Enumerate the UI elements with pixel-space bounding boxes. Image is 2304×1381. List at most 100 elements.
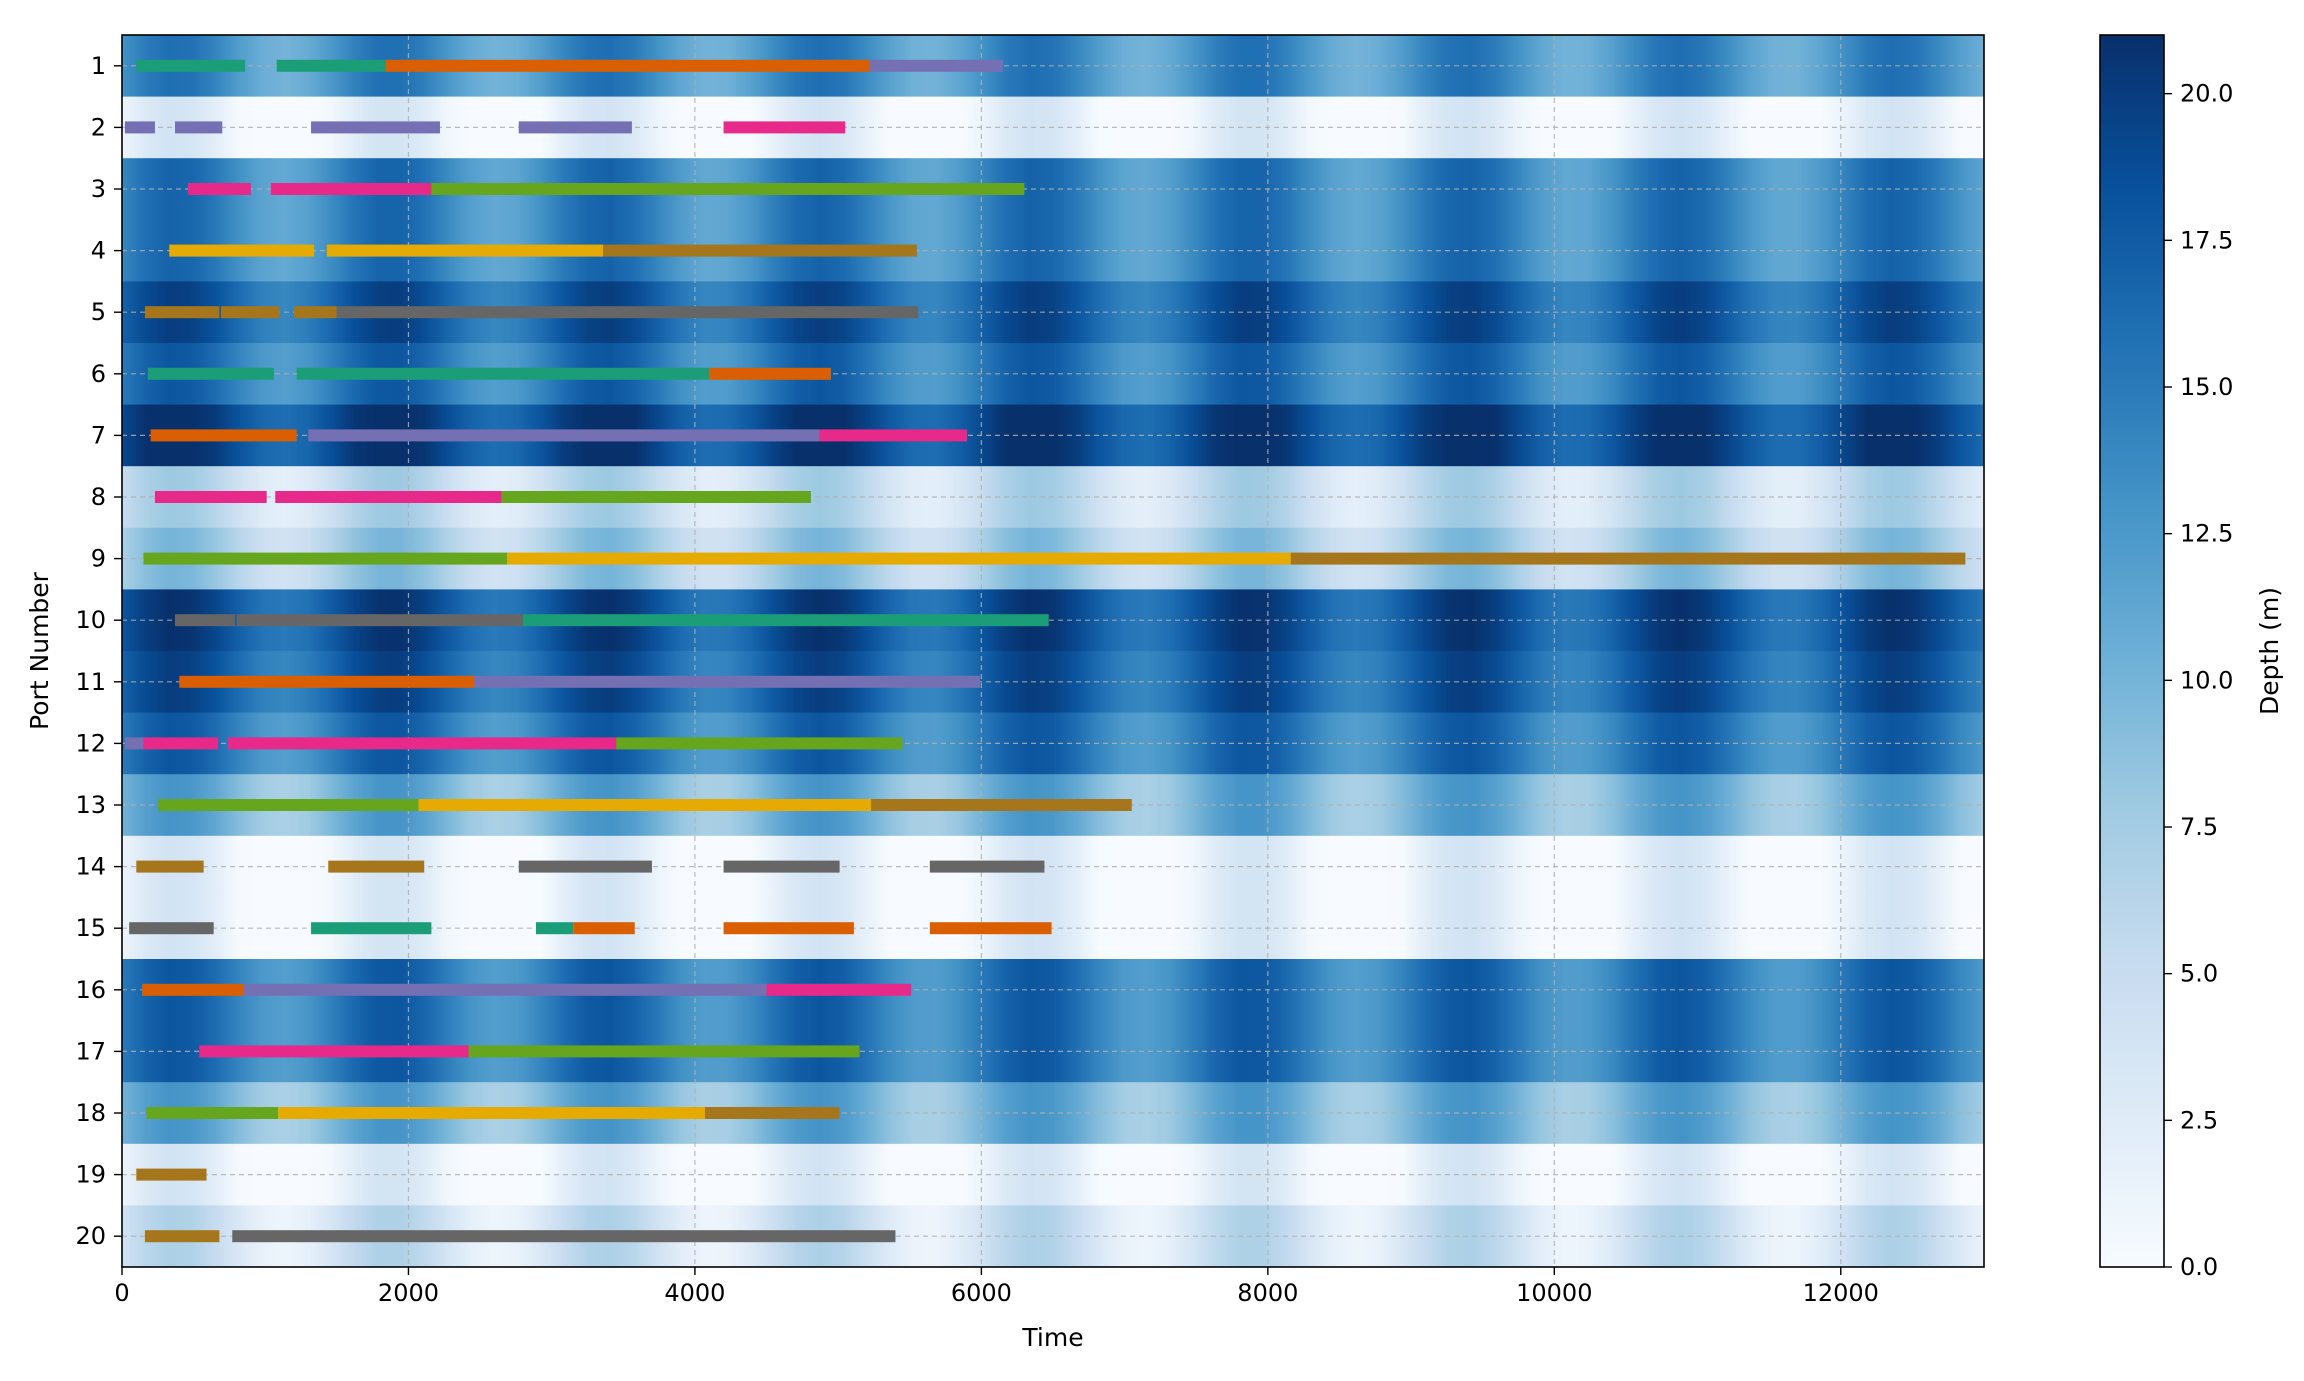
y-tick-label: 14 [75, 853, 106, 881]
x-tick-label: 4000 [664, 1279, 725, 1307]
task-bar [929, 860, 1045, 873]
colorbar-tick-label: 5.0 [2180, 960, 2218, 988]
colorbar: 0.0 2.5 5.0 7.5 10.0 12.5 15.0 17.5 20.0 Depth (… [2099, 34, 2284, 1281]
task-bar [518, 121, 632, 134]
task-bar [468, 1045, 860, 1058]
task-bar [144, 306, 220, 319]
depth-heatmap [122, 35, 1984, 1268]
task-bar [275, 491, 502, 503]
task-bar [236, 614, 524, 627]
colorbar-tick-label: 12.5 [2180, 520, 2233, 548]
task-bar [243, 983, 767, 996]
task-bar [723, 922, 854, 935]
y-tick-label: 13 [75, 791, 106, 819]
colorbar-tick-label: 20.0 [2180, 80, 2233, 108]
colorbar-ticks: 0.0 2.5 5.0 7.5 10.0 12.5 15.0 17.5 20.0 [2164, 80, 2233, 1281]
y-tick-label: 5 [91, 298, 106, 326]
task-bar [474, 675, 980, 688]
task-bar [154, 491, 267, 503]
colorbar-tick-label: 7.5 [2180, 813, 2218, 841]
task-bar [766, 983, 912, 996]
task-bar [147, 367, 274, 380]
task-bar [143, 737, 218, 750]
y-tick-label: 8 [91, 483, 106, 511]
x-tick-label: 12000 [1803, 1279, 1879, 1307]
task-bar [187, 183, 251, 195]
y-tick-label: 15 [75, 914, 106, 942]
x-axis-label: Time [1021, 1323, 1083, 1352]
y-tick-label: 3 [91, 175, 106, 203]
y-tick-label: 10 [75, 606, 106, 634]
task-bar [227, 737, 617, 750]
colorbar-tick-label: 0.0 [2180, 1253, 2218, 1281]
colorbar-gradient [2099, 34, 2165, 1268]
task-bar [136, 1168, 207, 1181]
task-bar [431, 183, 1025, 195]
y-tick-label: 18 [75, 1099, 106, 1127]
colorbar-tick-label: 17.5 [2180, 226, 2233, 254]
task-bar [1290, 552, 1966, 565]
task-bar [157, 799, 419, 811]
y-tick-label: 16 [75, 976, 106, 1004]
colorbar-label: Depth (m) [2255, 587, 2284, 715]
y-tick-label: 11 [75, 668, 106, 696]
task-bar [311, 121, 440, 134]
task-bar [501, 491, 811, 503]
y-tick-label: 9 [91, 545, 106, 573]
colorbar-tick-label: 2.5 [2180, 1106, 2218, 1134]
y-tick-label: 6 [91, 360, 106, 388]
task-bar [328, 860, 425, 873]
task-bar [929, 922, 1052, 935]
task-bar [124, 737, 144, 750]
task-bar [124, 121, 155, 134]
task-bar [869, 59, 1003, 72]
task-bar [136, 860, 204, 873]
plot-frame [121, 34, 1985, 1268]
y-tick-label: 1 [91, 52, 106, 80]
task-bar [523, 614, 1049, 627]
task-bar [311, 922, 432, 935]
task-bar [418, 799, 872, 811]
task-bar [179, 675, 475, 688]
task-bar [220, 306, 280, 319]
task-bar [704, 1107, 840, 1119]
x-axis: 0 2000 4000 6000 8000 10000 12000 [114, 1267, 1879, 1307]
task-bar [603, 244, 917, 257]
task-bar [169, 244, 314, 257]
task-bar [385, 59, 870, 72]
x-tick-label: 8000 [1237, 1279, 1298, 1307]
task-bar [150, 429, 297, 442]
task-bar [535, 922, 574, 935]
task-bar [232, 1230, 896, 1243]
task-bar [709, 367, 831, 380]
x-tick-label: 2000 [378, 1279, 439, 1307]
task-bar [142, 983, 244, 996]
task-bar [573, 922, 635, 935]
task-bar [326, 244, 604, 257]
y-tick-label: 2 [91, 113, 106, 141]
task-bar [723, 860, 840, 873]
task-bar [278, 1107, 705, 1119]
task-bar [296, 367, 710, 380]
y-tick-label: 12 [75, 729, 106, 757]
task-bar [143, 552, 508, 565]
task-bar [723, 121, 846, 134]
task-bar [129, 922, 214, 935]
task-bar [518, 860, 652, 873]
task-bar [136, 59, 246, 72]
task-bars [124, 59, 1966, 1243]
task-bar [819, 429, 968, 442]
task-bar [308, 429, 820, 442]
x-tick-label: 10000 [1516, 1279, 1592, 1307]
task-bar [276, 59, 386, 72]
y-tick-label: 19 [75, 1161, 106, 1189]
y-axis-label: Port Number [25, 571, 54, 730]
task-bar [146, 1107, 279, 1119]
task-bar [293, 306, 337, 319]
y-tick-label: 7 [91, 421, 106, 449]
task-bar [174, 121, 223, 134]
task-bar [616, 737, 903, 750]
